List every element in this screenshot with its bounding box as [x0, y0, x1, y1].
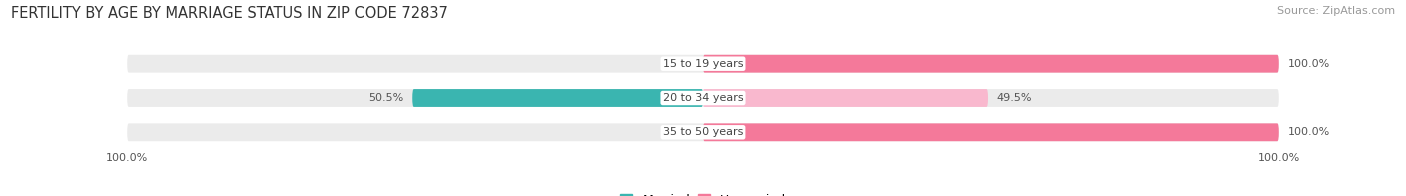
- Text: 15 to 19 years: 15 to 19 years: [662, 59, 744, 69]
- Text: 0.0%: 0.0%: [666, 127, 695, 137]
- Text: 100.0%: 100.0%: [1257, 153, 1301, 163]
- Text: 100.0%: 100.0%: [1288, 127, 1330, 137]
- Text: 0.0%: 0.0%: [666, 59, 695, 69]
- Text: FERTILITY BY AGE BY MARRIAGE STATUS IN ZIP CODE 72837: FERTILITY BY AGE BY MARRIAGE STATUS IN Z…: [11, 6, 449, 21]
- FancyBboxPatch shape: [703, 55, 1279, 73]
- Text: 35 to 50 years: 35 to 50 years: [662, 127, 744, 137]
- Text: 20 to 34 years: 20 to 34 years: [662, 93, 744, 103]
- FancyBboxPatch shape: [127, 123, 1279, 141]
- FancyBboxPatch shape: [127, 55, 1279, 73]
- Text: 100.0%: 100.0%: [105, 153, 149, 163]
- FancyBboxPatch shape: [412, 89, 703, 107]
- FancyBboxPatch shape: [127, 89, 1279, 107]
- Text: 49.5%: 49.5%: [997, 93, 1032, 103]
- Text: 100.0%: 100.0%: [1288, 59, 1330, 69]
- FancyBboxPatch shape: [703, 89, 988, 107]
- Text: Source: ZipAtlas.com: Source: ZipAtlas.com: [1277, 6, 1395, 16]
- Legend: Married, Unmarried: Married, Unmarried: [620, 194, 786, 196]
- FancyBboxPatch shape: [703, 123, 1279, 141]
- Text: 50.5%: 50.5%: [368, 93, 404, 103]
